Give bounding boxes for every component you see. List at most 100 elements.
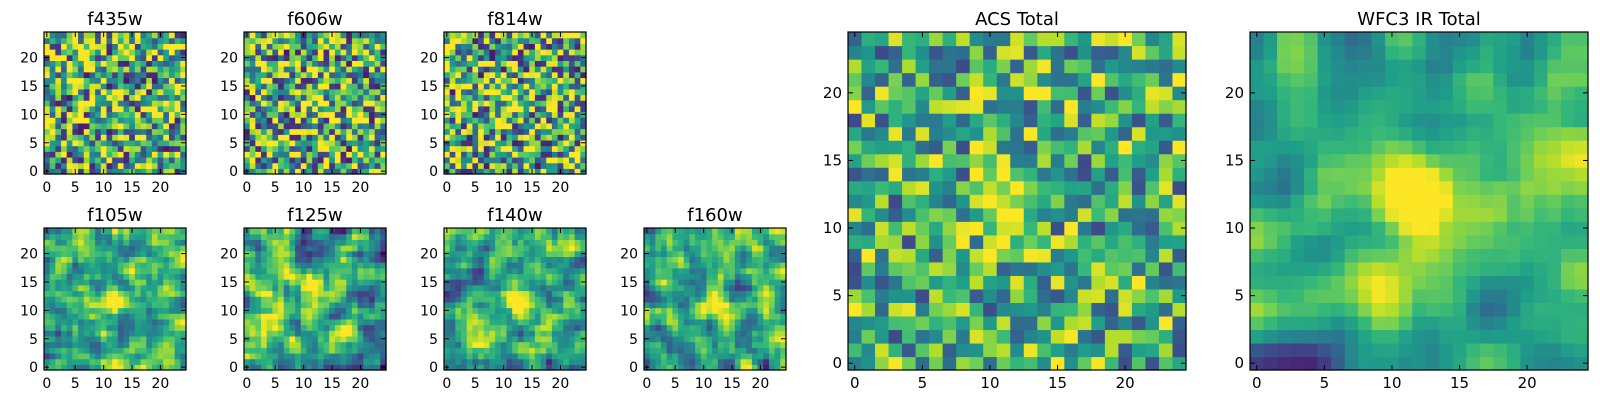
heatmap-cell [380, 122, 387, 130]
heatmap-cell [500, 273, 508, 280]
heatmap-cell [706, 233, 713, 240]
heatmap-cell [123, 105, 130, 113]
heatmap-cell [983, 221, 998, 236]
heatmap-cell [455, 352, 462, 360]
heatmap-cell [444, 37, 451, 44]
y-tick-label: 10 [20, 107, 38, 123]
heatmap-cell [655, 318, 662, 326]
heatmap-cell [557, 105, 564, 113]
heatmap-cell [746, 307, 753, 314]
heatmap-cell [163, 358, 170, 365]
heatmap-cell [723, 301, 730, 309]
heatmap-cell [751, 256, 759, 263]
heatmap-cell [848, 329, 863, 344]
heatmap-cell [266, 145, 273, 152]
heatmap-cell [723, 267, 730, 275]
heatmap-cell [180, 296, 187, 303]
heatmap-cell [746, 364, 753, 371]
heatmap-cell [563, 139, 570, 147]
heatmap-cell [346, 94, 353, 101]
heatmap-cell [83, 122, 91, 130]
heatmap-cell [574, 32, 581, 39]
heatmap-cell [55, 233, 62, 240]
heatmap-cell [261, 122, 268, 130]
heatmap-cell [1077, 329, 1092, 344]
heatmap-cell [368, 145, 376, 152]
heatmap-cell [489, 330, 496, 337]
heatmap-cell [523, 284, 530, 292]
heatmap-cell [151, 262, 159, 269]
heatmap-cell [956, 180, 971, 195]
heatmap-cell [717, 284, 725, 292]
heatmap-cell [317, 100, 325, 107]
heatmap-cell [329, 324, 336, 331]
heatmap-cell [266, 279, 273, 286]
heatmap-cell [678, 330, 685, 337]
heatmap-cell [312, 233, 319, 240]
heatmap-cell [72, 318, 79, 326]
heatmap-cell [106, 233, 113, 240]
heatmap-cell [49, 330, 56, 337]
heatmap-cell [466, 290, 473, 297]
heatmap-cell [49, 88, 56, 96]
heatmap-cell [289, 111, 296, 118]
heatmap-cell [495, 168, 502, 175]
heatmap-cell [380, 162, 387, 169]
heatmap-cell [1118, 275, 1133, 290]
heatmap-cell [1064, 356, 1079, 371]
heatmap-cell [574, 273, 581, 280]
heatmap-cell [83, 43, 91, 50]
heatmap-cell [478, 358, 485, 365]
heatmap-cell [695, 358, 702, 365]
heatmap-cell [1091, 261, 1106, 276]
heatmap-cell [683, 347, 691, 354]
heatmap-cell [289, 71, 296, 79]
heatmap-cell [174, 151, 181, 158]
heatmap-cell [529, 134, 536, 141]
heatmap-cell [942, 180, 957, 195]
heatmap-cell [49, 94, 56, 101]
heatmap-cell [1172, 302, 1187, 317]
heatmap-cell [134, 122, 142, 130]
heatmap-cell [700, 301, 708, 309]
heatmap-cell [61, 324, 68, 331]
heatmap-cell [312, 134, 319, 141]
heatmap-cell [551, 71, 559, 79]
heatmap-cell [374, 318, 381, 326]
heatmap-cell [306, 347, 313, 354]
heatmap-cell [255, 250, 262, 257]
heatmap-cell [289, 250, 296, 257]
heatmap-cell [272, 139, 279, 147]
heatmap-cell [78, 151, 85, 158]
heatmap-cell [266, 307, 273, 314]
heatmap-cell [466, 358, 473, 365]
heatmap-cell [106, 128, 113, 135]
x-tick-label: 5 [271, 376, 280, 392]
heatmap-cell [695, 341, 702, 348]
heatmap-cell [334, 66, 342, 73]
heatmap-cell [151, 239, 159, 246]
heatmap-cell [740, 245, 747, 252]
heatmap-cell [546, 71, 553, 79]
heatmap-cell [368, 330, 376, 337]
heatmap-cell [61, 358, 68, 365]
heatmap-cell [163, 60, 170, 67]
heatmap-cell [568, 139, 576, 147]
heatmap-cell [888, 207, 903, 222]
heatmap-cell [740, 324, 747, 331]
heatmap-cell [306, 88, 313, 96]
heatmap-cell [1131, 329, 1147, 344]
heatmap-cell [557, 279, 564, 286]
heatmap-cell [768, 290, 776, 297]
heatmap-cell [506, 117, 513, 124]
heatmap-cell [563, 122, 570, 130]
heatmap-cell [717, 324, 725, 331]
heatmap-cell [163, 301, 170, 309]
heatmap-cell [729, 324, 736, 331]
y-tick-label: 15 [220, 79, 238, 95]
heatmap-cell [78, 37, 85, 44]
heatmap-cell [489, 256, 496, 263]
heatmap-cell [472, 83, 479, 90]
heatmap-cell [551, 284, 559, 292]
heatmap-cell [461, 352, 468, 360]
